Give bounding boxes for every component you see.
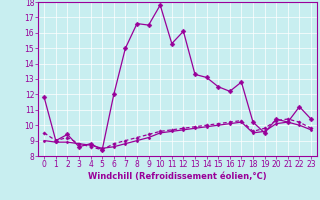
X-axis label: Windchill (Refroidissement éolien,°C): Windchill (Refroidissement éolien,°C): [88, 172, 267, 181]
